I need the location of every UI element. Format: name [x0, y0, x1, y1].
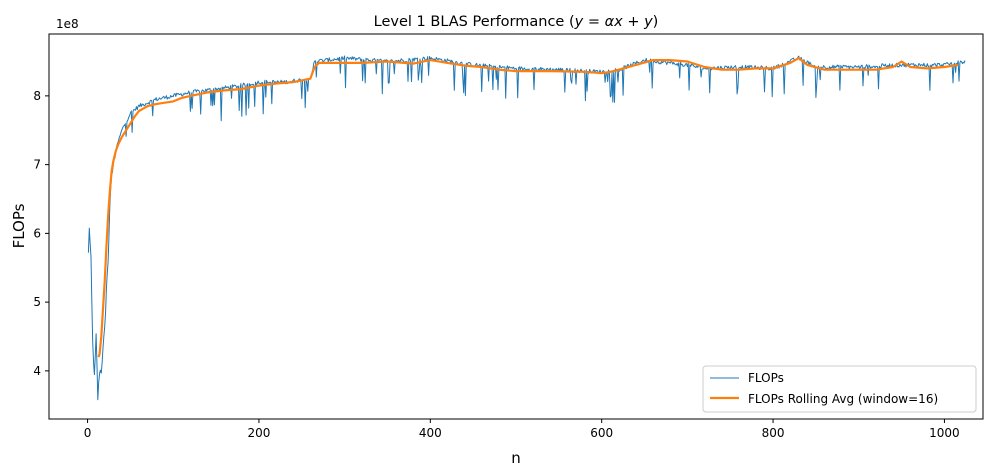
series-layer — [87, 55, 966, 401]
y-axis-title: FLOPs — [10, 203, 28, 248]
x-tick-label: 600 — [590, 426, 613, 440]
x-tick-label: 1000 — [929, 426, 960, 440]
y-tick-label: 7 — [33, 158, 41, 172]
y-scale-label: 1e8 — [56, 17, 79, 31]
y-tick-label: 5 — [33, 295, 41, 309]
legend-box — [702, 365, 977, 413]
x-tick-label: 200 — [247, 426, 270, 440]
y-tick-label: 4 — [33, 364, 41, 378]
legend: FLOPs FLOPs Rolling Avg (window=16) — [702, 365, 977, 413]
chart-title: Level 1 BLAS Performance (y = αx + y) — [374, 14, 659, 30]
x-axis-title: n — [511, 449, 521, 467]
y-axis: 4 5 6 7 8 — [33, 89, 49, 378]
legend-label-rolling-avg: FLOPs Rolling Avg (window=16) — [748, 392, 938, 406]
series-rolling-avg-line — [97, 56, 959, 358]
x-axis: 0 200 400 600 800 1000 — [84, 419, 960, 440]
plot-frame — [48, 33, 984, 420]
x-tick-label: 0 — [84, 426, 92, 440]
x-tick-label: 800 — [762, 426, 785, 440]
legend-label-flops: FLOPs — [748, 371, 784, 385]
y-tick-label: 8 — [33, 89, 41, 103]
y-tick-label: 6 — [33, 226, 41, 240]
x-tick-label: 400 — [419, 426, 442, 440]
